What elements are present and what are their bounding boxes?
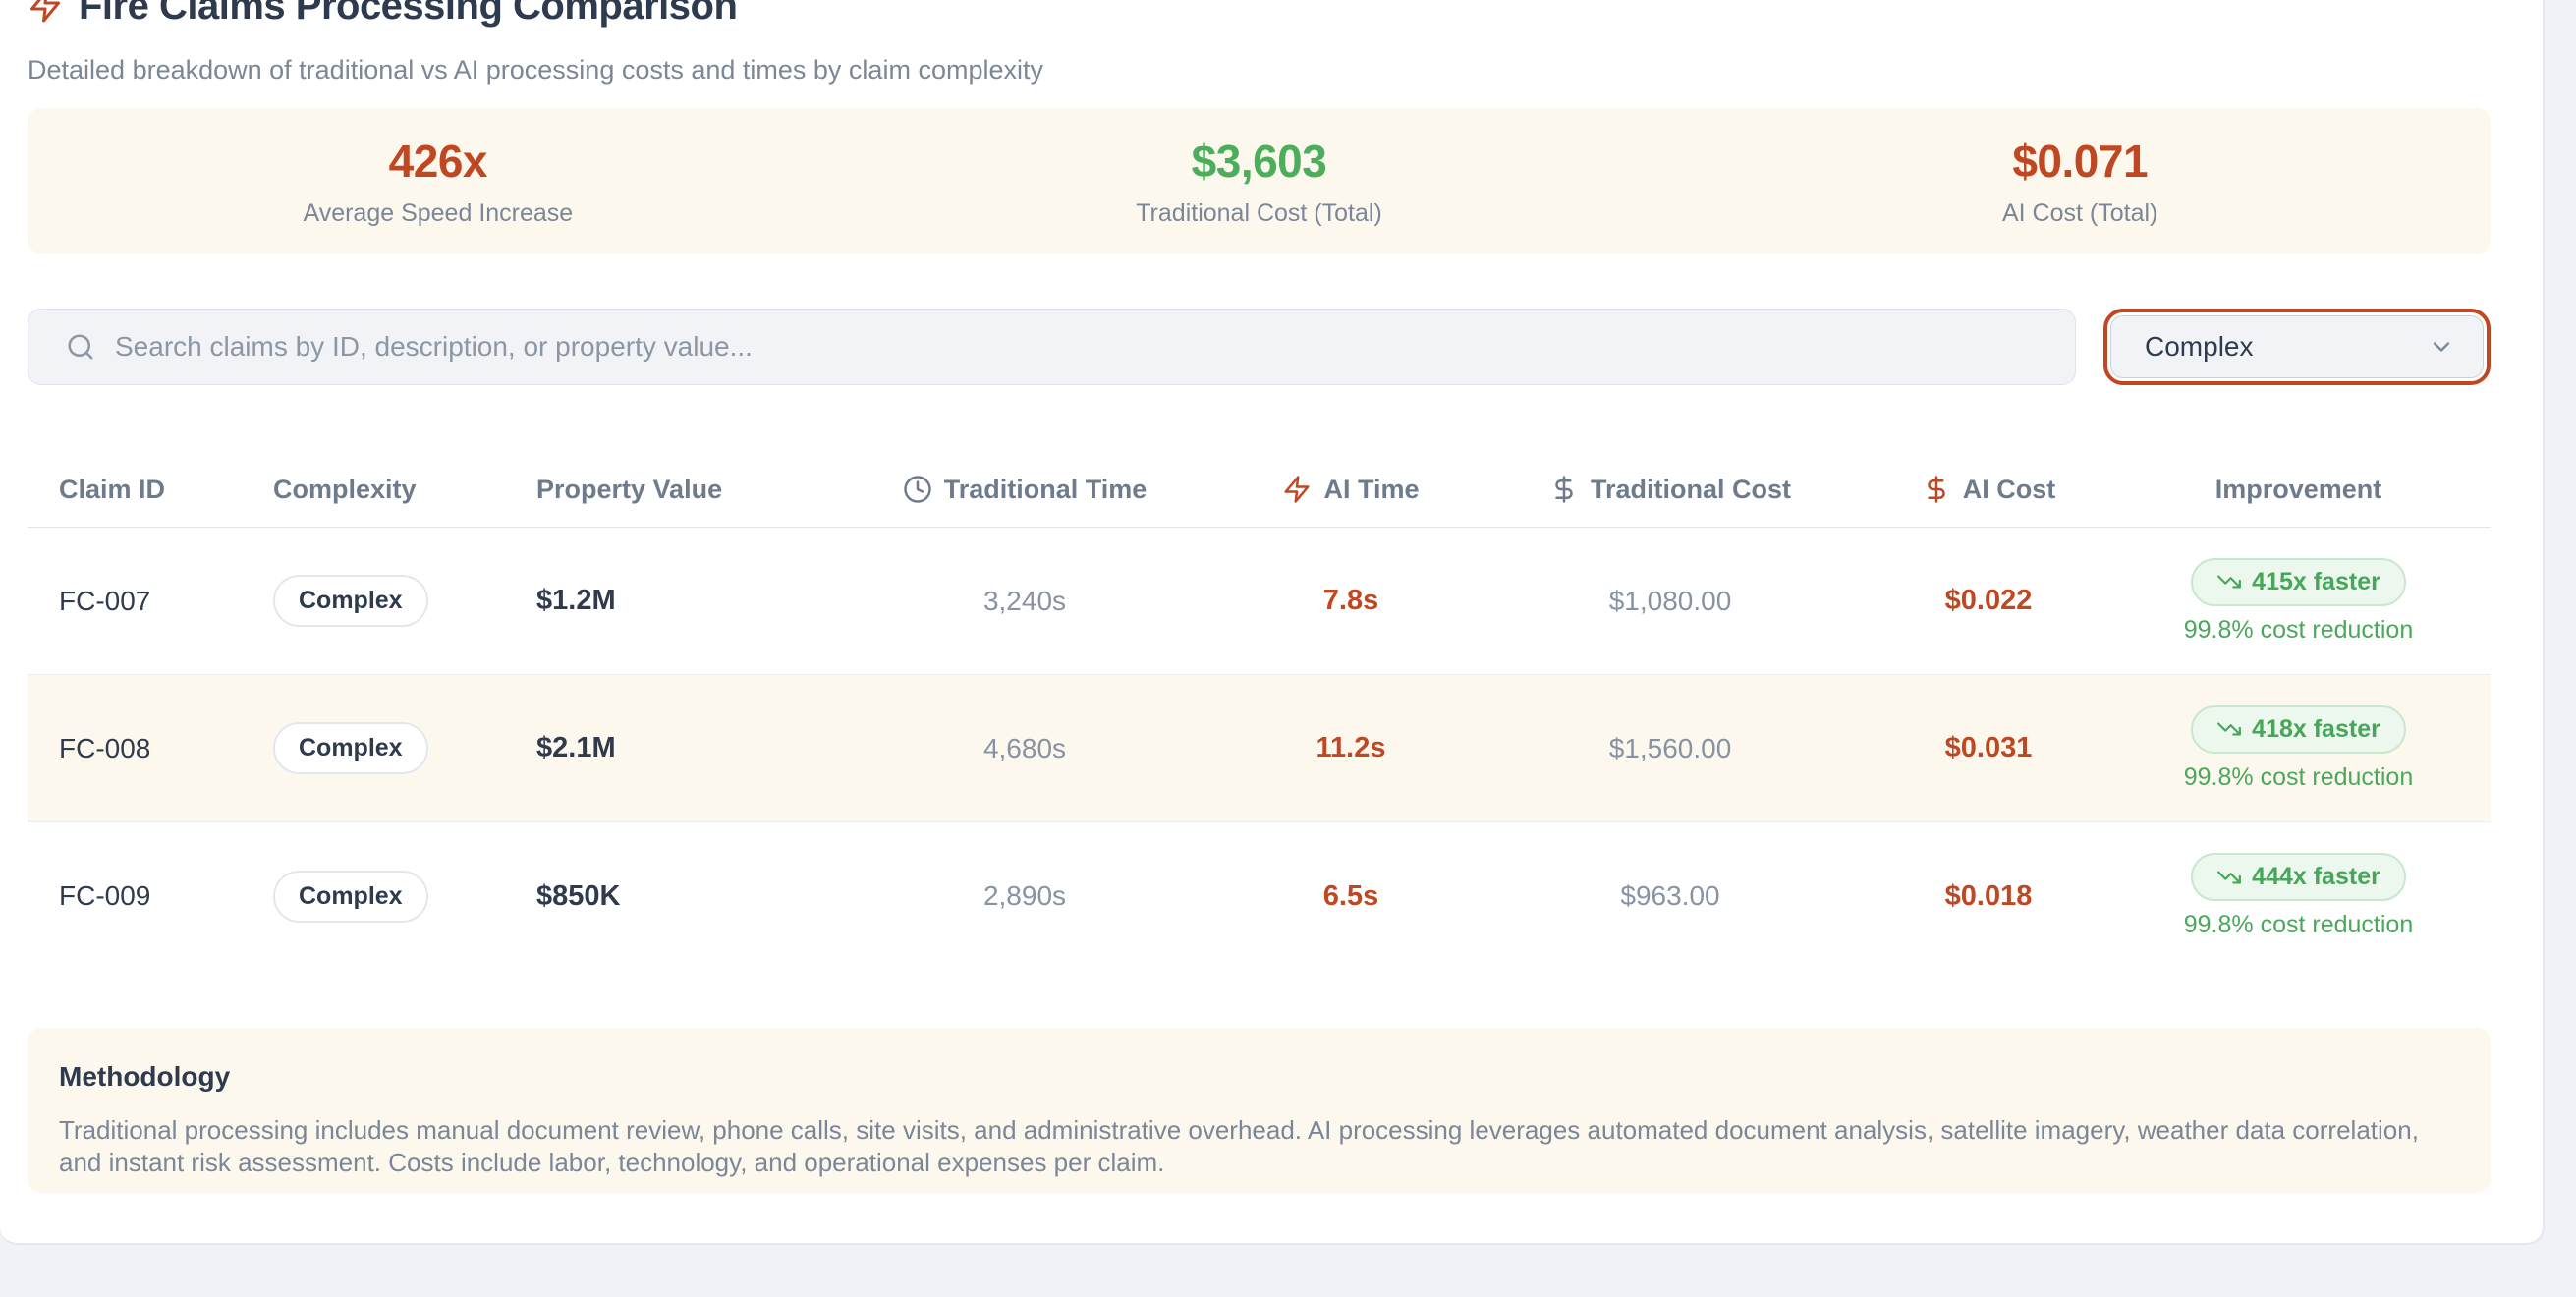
- methodology-panel: Methodology Traditional processing inclu…: [28, 1028, 2491, 1193]
- col-header-traditional-cost: Traditional Cost: [1468, 475, 1873, 505]
- methodology-body: Traditional processing includes manual d…: [59, 1115, 2419, 1177]
- col-header-property-value: Property Value: [536, 474, 723, 504]
- controls-row: Complex: [28, 309, 2491, 385]
- complexity-filter-select[interactable]: Complex: [2103, 309, 2491, 385]
- improvement-cell: 415x faster 99.8% cost reduction: [2104, 557, 2492, 645]
- table-row[interactable]: FC-008 Complex $2.1M 4,680s 11.2s $1,560…: [28, 675, 2491, 822]
- cost-reduction-label: 99.8% cost reduction: [2183, 911, 2414, 938]
- clock-icon: [903, 475, 932, 504]
- dollar-icon: [1549, 475, 1579, 504]
- ai-time: 6.5s: [1322, 879, 1379, 912]
- search-input[interactable]: [115, 331, 2045, 363]
- claim-id: FC-007: [59, 585, 151, 616]
- property-value: $850K: [536, 879, 621, 912]
- search-box[interactable]: [28, 309, 2076, 385]
- col-header-traditional-time: Traditional Time: [815, 475, 1234, 505]
- page-subtitle: Detailed breakdown of traditional vs AI …: [28, 55, 1043, 85]
- improvement-cell: 418x faster 99.8% cost reduction: [2104, 705, 2492, 792]
- cost-reduction-label: 99.8% cost reduction: [2183, 615, 2414, 644]
- complexity-cell: Complex: [253, 870, 509, 923]
- traditional-cost: $1,080.00: [1608, 585, 1732, 616]
- col-header-improvement: Improvement: [2214, 474, 2382, 504]
- table-row[interactable]: FC-007 Complex $1.2M 3,240s 7.8s $1,080.…: [28, 528, 2491, 675]
- claims-comparison-card: Fire Claims Processing Comparison Detail…: [0, 0, 2545, 1245]
- ai-time: 11.2s: [1316, 732, 1386, 763]
- trending-down-icon: [2216, 716, 2242, 742]
- complexity-cell: Complex: [253, 575, 509, 627]
- claims-table: Claim ID Complexity Property Value Tradi…: [28, 452, 2491, 970]
- stat-value: $3,603: [1191, 135, 1327, 187]
- cost-reduction-label: 99.8% cost reduction: [2183, 762, 2414, 791]
- ai-cost: $0.031: [1944, 732, 2033, 763]
- stat-traditional-cost: $3,603 Traditional Cost (Total): [849, 135, 1670, 228]
- stat-label: Average Speed Increase: [303, 198, 574, 227]
- search-icon: [66, 332, 95, 362]
- traditional-time: 2,890s: [982, 880, 1067, 911]
- table-row[interactable]: FC-009 Complex $850K 2,890s 6.5s $963.00…: [28, 822, 2491, 970]
- zap-icon: [28, 0, 63, 24]
- complexity-badge: Complex: [273, 575, 428, 627]
- complexity-badge: Complex: [273, 722, 428, 774]
- property-value: $2.1M: [536, 732, 616, 763]
- traditional-cost: $963.00: [1620, 880, 1720, 911]
- improvement-cell: 444x faster 99.8% cost reduction: [2104, 853, 2492, 939]
- zap-icon: [1282, 475, 1312, 504]
- page-header: Fire Claims Processing Comparison: [28, 0, 2491, 26]
- ai-cost: $0.022: [1944, 585, 2033, 616]
- complexity-filter-value: Complex: [2145, 331, 2254, 362]
- stats-panel: 426x Average Speed Increase $3,603 Tradi…: [28, 108, 2491, 254]
- stat-ai-cost: $0.071 AI Cost (Total): [1669, 135, 2491, 228]
- ai-time: 7.8s: [1322, 585, 1379, 616]
- stat-label: AI Cost (Total): [2001, 198, 2158, 227]
- traditional-time: 3,240s: [982, 585, 1067, 616]
- stat-value: $0.071: [2012, 135, 2149, 187]
- methodology-title: Methodology: [59, 1061, 231, 1092]
- traditional-cost: $1,560.00: [1608, 732, 1732, 763]
- chevron-down-icon: [2428, 333, 2455, 361]
- traditional-time: 4,680s: [982, 732, 1067, 763]
- property-value: $1.2M: [536, 585, 616, 616]
- dollar-icon: [1922, 475, 1951, 504]
- stat-speed-increase: 426x Average Speed Increase: [28, 135, 849, 228]
- faster-badge: 418x faster: [2191, 705, 2406, 754]
- complexity-cell: Complex: [253, 722, 509, 774]
- table-header-row: Claim ID Complexity Property Value Tradi…: [28, 452, 2491, 528]
- col-header-claim-id: Claim ID: [59, 474, 166, 504]
- trending-down-icon: [2216, 569, 2242, 594]
- page-title: Fire Claims Processing Comparison: [79, 0, 738, 28]
- trending-down-icon: [2216, 865, 2242, 890]
- claim-id: FC-008: [59, 732, 151, 763]
- stat-label: Traditional Cost (Total): [1136, 198, 1382, 227]
- faster-badge: 444x faster: [2191, 853, 2406, 901]
- complexity-badge: Complex: [273, 870, 428, 923]
- faster-badge: 415x faster: [2191, 557, 2406, 606]
- col-header-complexity: Complexity: [273, 474, 417, 504]
- ai-cost: $0.018: [1944, 879, 2033, 912]
- col-header-ai-cost: AI Cost: [1873, 475, 2104, 505]
- col-header-ai-time: AI Time: [1234, 475, 1468, 505]
- stat-value: 426x: [388, 135, 488, 187]
- claim-id: FC-009: [59, 880, 151, 911]
